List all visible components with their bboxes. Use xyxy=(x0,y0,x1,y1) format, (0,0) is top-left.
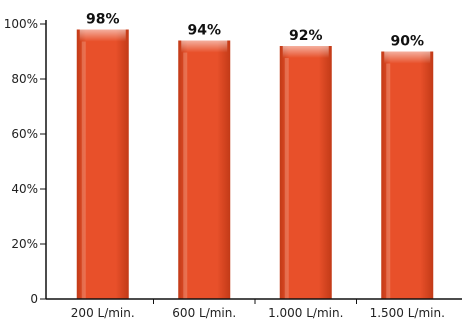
y-tick-label: 0 xyxy=(30,292,38,306)
bar-highlight xyxy=(384,51,431,64)
y-tick-label: 20% xyxy=(11,237,38,251)
bar-highlight xyxy=(282,46,329,58)
data-label: 94% xyxy=(187,23,221,39)
bar xyxy=(76,29,129,299)
bar xyxy=(178,40,231,299)
bar-body xyxy=(76,29,129,299)
x-tick-label: 1.000 L/min. xyxy=(268,306,343,320)
x-tick-label: 1.500 L/min. xyxy=(370,306,445,320)
bar-highlight xyxy=(79,29,126,42)
bars-layer xyxy=(76,29,434,299)
labels-layer: 0 20% 40% 60% 80% 100% 200 L/min. 98% 600 L/min.… xyxy=(4,12,445,321)
y-tick-label: 80% xyxy=(11,72,38,86)
y-tick-label: 60% xyxy=(11,127,38,141)
y-tick-label: 100% xyxy=(4,17,38,31)
y-tick-label: 40% xyxy=(11,182,38,196)
bar-sheen xyxy=(284,58,289,299)
axis-layer xyxy=(40,20,462,304)
x-tick-label: 200 L/min. xyxy=(71,306,135,320)
bar-sheen xyxy=(183,52,188,299)
data-label: 98% xyxy=(86,12,120,28)
bar xyxy=(279,46,332,299)
bar-body xyxy=(178,40,231,299)
data-label: 92% xyxy=(289,28,323,44)
bar-body xyxy=(279,46,332,299)
bar-sheen xyxy=(81,41,86,299)
data-label: 90% xyxy=(390,34,424,50)
bar xyxy=(381,51,434,299)
bar-sheen xyxy=(386,63,391,299)
x-tick-label: 600 L/min. xyxy=(172,306,236,320)
bar-body xyxy=(381,51,434,299)
bar-highlight xyxy=(181,40,228,53)
